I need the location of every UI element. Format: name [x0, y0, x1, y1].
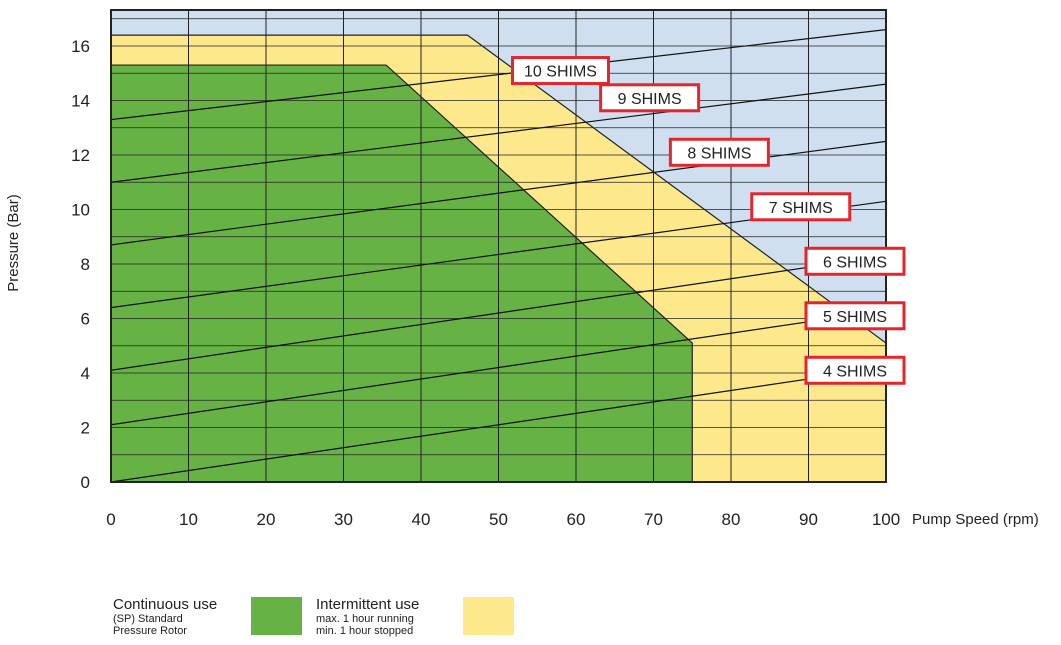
plot-frame — [110, 9, 887, 483]
shim-line-5-shims — [110, 309, 887, 426]
shim-label-6-shims-group: 6 SHIMS — [804, 246, 906, 276]
x-tick-label: 0 — [106, 510, 115, 529]
shim-label-10-shims-box — [511, 56, 610, 86]
legend-intermittent-sub2: min. 1 hour stopped — [316, 625, 414, 637]
x-tick-label: 70 — [644, 510, 663, 529]
shim-label-9-shims: 9 SHIMS — [618, 91, 682, 108]
x-tick-label: 100 — [872, 510, 900, 529]
shim-label-10-shims-group: 10 SHIMS — [511, 56, 610, 86]
x-tick-label: 50 — [489, 510, 508, 529]
y-tick-label: 16 — [71, 37, 90, 56]
shim-label-4-shims: 4 SHIMS — [823, 363, 887, 380]
shim-label-4-shims-group: 4 SHIMS — [804, 355, 906, 385]
shim-label-5-shims-box — [804, 301, 906, 331]
shim-label-4-shims-box — [804, 355, 906, 385]
legend-continuous-sub2: Pressure Rotor — [113, 625, 187, 637]
shim-line-9-shims — [110, 83, 887, 183]
shim-line-6-shims — [110, 255, 887, 371]
y-tick-label: 14 — [71, 92, 90, 111]
y-tick-label: 6 — [81, 310, 90, 329]
y-tick-label: 2 — [81, 419, 90, 438]
shim-label-5-shims: 5 SHIMS — [823, 309, 887, 326]
y-tick-label: 12 — [71, 146, 90, 165]
x-tick-label: 30 — [334, 510, 353, 529]
plot-border — [110, 9, 887, 483]
x-tick-label: 90 — [799, 510, 818, 529]
legend-intermittent-title: Intermittent use — [316, 596, 420, 613]
shim-label-7-shims: 7 SHIMS — [769, 200, 833, 217]
shim-label-9-shims-group: 9 SHIMS — [599, 83, 701, 113]
shim-line-4-shims — [110, 366, 887, 483]
legend-continuous-title: Continuous use — [113, 596, 218, 613]
shim-label-8-shims-box — [668, 137, 770, 167]
shim-label-7-shims-group: 7 SHIMS — [750, 192, 852, 222]
y-tick-label: 10 — [71, 201, 90, 220]
y-axis-label: Pressure (Bar) — [5, 194, 22, 292]
x-tick-label: 20 — [257, 510, 276, 529]
shim-label-6-shims: 6 SHIMS — [823, 254, 887, 271]
axis-labels: Pump Speed (rpm) Pressure (Bar) — [5, 194, 1039, 528]
legend-continuous-sub1: (SP) Standard — [113, 613, 183, 625]
shim-line-10-shims — [110, 29, 887, 121]
x-tick-label: 10 — [179, 510, 198, 529]
shim-label-8-shims-group: 8 SHIMS — [668, 137, 770, 167]
x-tick-label: 80 — [722, 510, 741, 529]
y-tick-label: 8 — [81, 255, 90, 274]
shim-label-10-shims: 10 SHIMS — [524, 64, 597, 81]
x-axis-label: Pump Speed (rpm) — [912, 511, 1039, 528]
shim-label-8-shims: 8 SHIMS — [687, 145, 751, 162]
legend-continuous-swatch — [251, 597, 302, 635]
legend-intermittent-sub1: max. 1 hour running — [316, 613, 414, 625]
y-tick-label: 4 — [81, 364, 90, 383]
shim-label-6-shims-box — [804, 246, 906, 276]
x-tick-label: 60 — [567, 510, 586, 529]
shim-labels: 4 SHIMS 5 SHIMS 6 SHIMS 7 SHIMS 8 SHIMS 9 SHI… — [511, 56, 906, 385]
shim-label-5-shims-group: 5 SHIMS — [804, 301, 906, 331]
tick-labels: 0 10 20 30 40 50 60 70 80 90 100 0 2 4 6 8 10 12 14 16 — [71, 37, 900, 529]
shim-label-7-shims-box — [750, 192, 852, 222]
shim-label-9-shims-box — [599, 83, 701, 113]
y-tick-label: 0 — [81, 473, 90, 492]
x-tick-label: 40 — [412, 510, 431, 529]
legend-intermittent-swatch — [463, 597, 514, 635]
